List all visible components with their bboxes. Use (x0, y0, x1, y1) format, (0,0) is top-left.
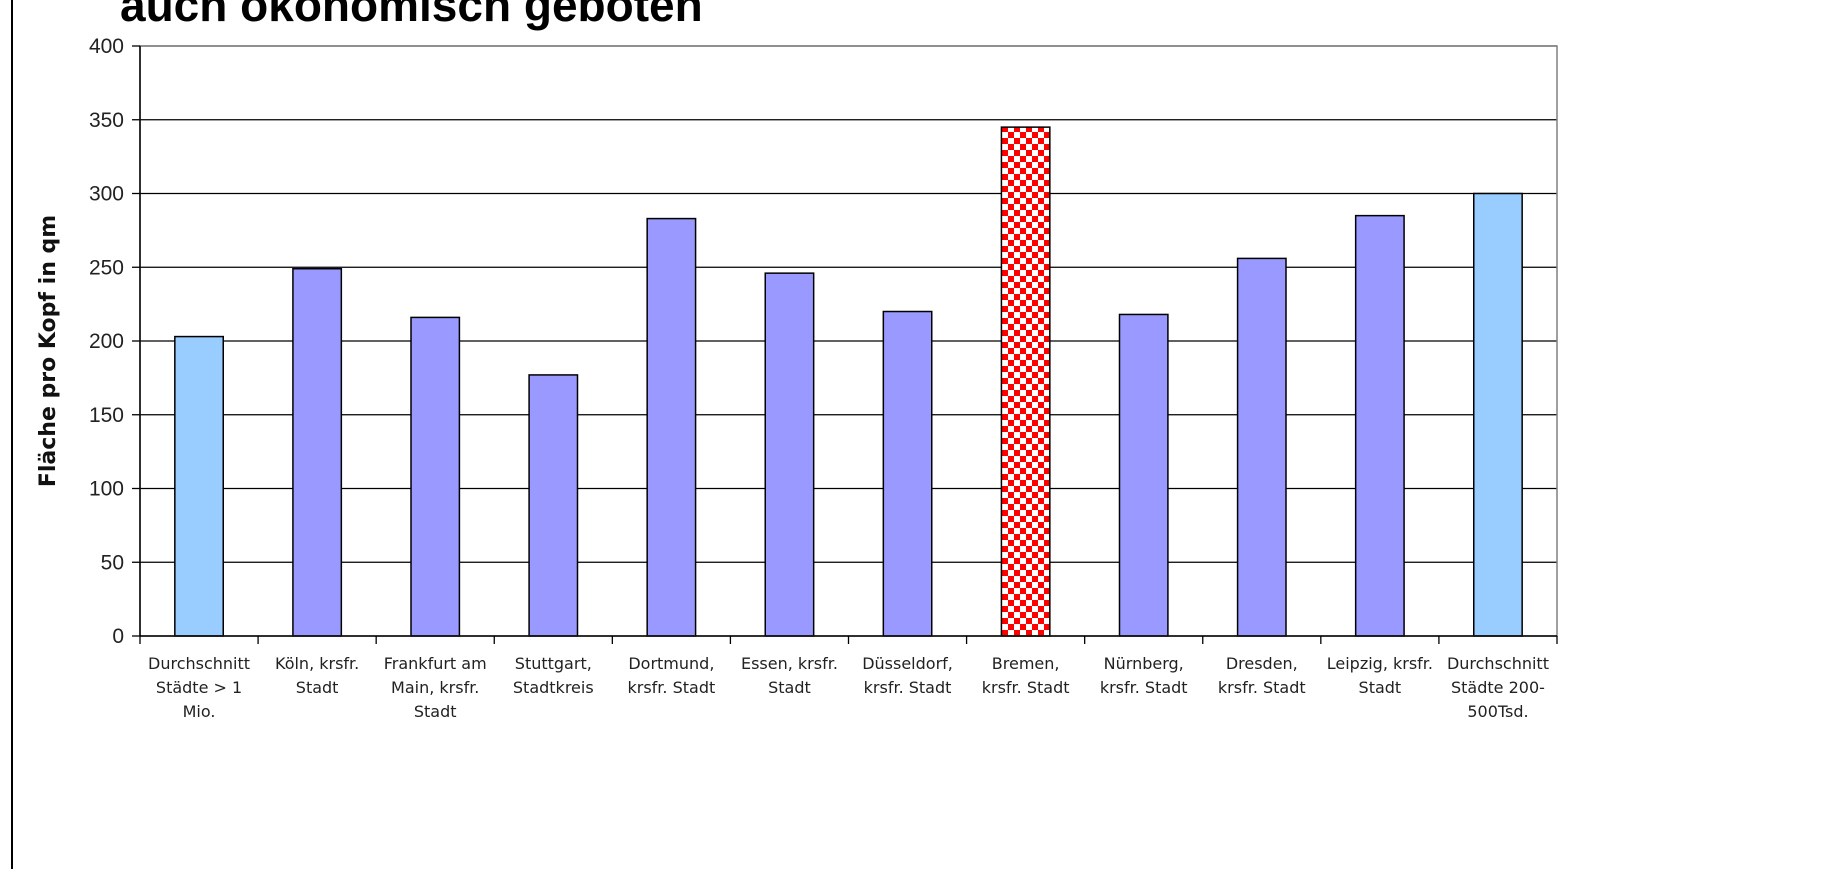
bar (410, 316, 461, 637)
category-labels: Durchschnitt Städte > 1 Mio. Köln, krsfr. St… (148, 654, 1549, 721)
slide-left-border (11, 0, 13, 869)
bar-highlight (1000, 126, 1051, 637)
x-category-label: Essen, krsfr. Stadt (741, 654, 838, 697)
x-category-label: Durchschnitt Städte > 1 Mio. (148, 654, 250, 721)
x-category-label: Durchschnitt Städte 200-500Tsd. (1447, 654, 1549, 721)
y-tick-label: 0 (112, 625, 124, 648)
x-category-label: Nürnberg, krsfr. Stadt (1100, 654, 1188, 697)
bars (174, 126, 1523, 637)
bar (882, 310, 933, 637)
bar (1236, 257, 1287, 637)
x-category-label: Köln, krsfr. Stadt (275, 654, 359, 697)
x-category-label: Leipzig, krsfr. Stadt (1327, 654, 1433, 697)
x-category-label: Dortmund, krsfr. Stadt (627, 654, 715, 697)
bar (646, 217, 697, 637)
y-tick-label: 350 (89, 109, 124, 132)
x-category-label: Düsseldorf, krsfr. Stadt (862, 654, 953, 697)
bar (1473, 192, 1523, 637)
bar (764, 272, 815, 637)
bar (1354, 214, 1405, 637)
x-category-label: Frankfurt am Main, krsfr. Stadt (384, 654, 487, 721)
bar (1118, 313, 1169, 637)
x-category-label: Bremen, krsfr. Stadt (982, 654, 1070, 697)
y-tick-label: 50 (101, 551, 124, 574)
x-category-label: Dresden, krsfr. Stadt (1218, 654, 1306, 697)
slide-title: auch ökonomisch geboten (120, 0, 703, 31)
bar (528, 374, 579, 637)
axes (132, 45, 1558, 644)
y-tick-labels: 0 50 100 150 200 250 300 350 400 (89, 35, 124, 648)
bar (292, 267, 343, 637)
y-tick-label: 100 (89, 478, 124, 501)
bar (174, 335, 224, 637)
y-tick-label: 250 (89, 256, 124, 279)
y-tick-label: 400 (89, 35, 124, 58)
x-category-label: Stuttgart, Stadtkreis (513, 654, 594, 697)
y-axis-title: Fläche pro Kopf in qm (36, 215, 61, 487)
grid-lines (140, 45, 1557, 563)
y-tick-label: 200 (89, 330, 124, 353)
y-tick-label: 150 (89, 404, 124, 427)
y-tick-label: 300 (89, 183, 124, 206)
